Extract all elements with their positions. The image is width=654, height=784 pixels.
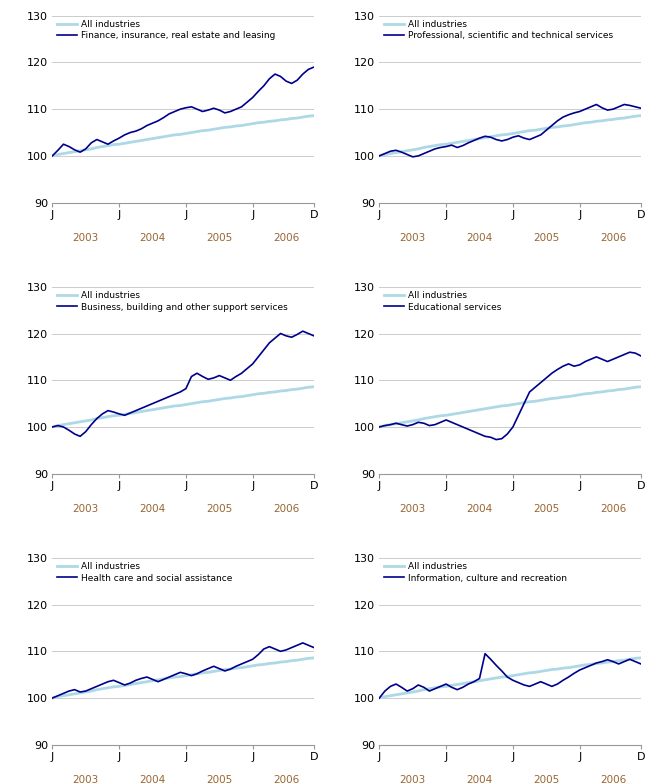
Text: 2003: 2003 — [73, 775, 99, 784]
Text: 2006: 2006 — [273, 504, 300, 514]
Text: 2005: 2005 — [206, 504, 232, 514]
Text: 2003: 2003 — [400, 504, 426, 514]
Text: 2006: 2006 — [600, 233, 627, 243]
Text: 2004: 2004 — [466, 233, 492, 243]
Text: 2003: 2003 — [73, 504, 99, 514]
Text: 2004: 2004 — [466, 775, 492, 784]
Text: 2004: 2004 — [139, 775, 165, 784]
Text: 2005: 2005 — [533, 233, 559, 243]
Text: 2003: 2003 — [73, 233, 99, 243]
Legend: All industries, Educational services: All industries, Educational services — [382, 289, 504, 314]
Legend: All industries, Business, building and other support services: All industries, Business, building and o… — [55, 289, 290, 314]
Text: 2003: 2003 — [400, 775, 426, 784]
Text: 2005: 2005 — [206, 233, 232, 243]
Text: 2005: 2005 — [206, 775, 232, 784]
Legend: All industries, Information, culture and recreation: All industries, Information, culture and… — [382, 561, 569, 584]
Text: 2003: 2003 — [400, 233, 426, 243]
Text: 2005: 2005 — [533, 775, 559, 784]
Legend: All industries, Health care and social assistance: All industries, Health care and social a… — [55, 561, 234, 584]
Legend: All industries, Professional, scientific and technical services: All industries, Professional, scientific… — [382, 18, 615, 42]
Legend: All industries, Finance, insurance, real estate and leasing: All industries, Finance, insurance, real… — [55, 18, 277, 42]
Text: 2004: 2004 — [139, 504, 165, 514]
Text: 2005: 2005 — [533, 504, 559, 514]
Text: 2006: 2006 — [600, 504, 627, 514]
Text: 2006: 2006 — [273, 233, 300, 243]
Text: 2004: 2004 — [139, 233, 165, 243]
Text: 2004: 2004 — [466, 504, 492, 514]
Text: 2006: 2006 — [273, 775, 300, 784]
Text: 2006: 2006 — [600, 775, 627, 784]
